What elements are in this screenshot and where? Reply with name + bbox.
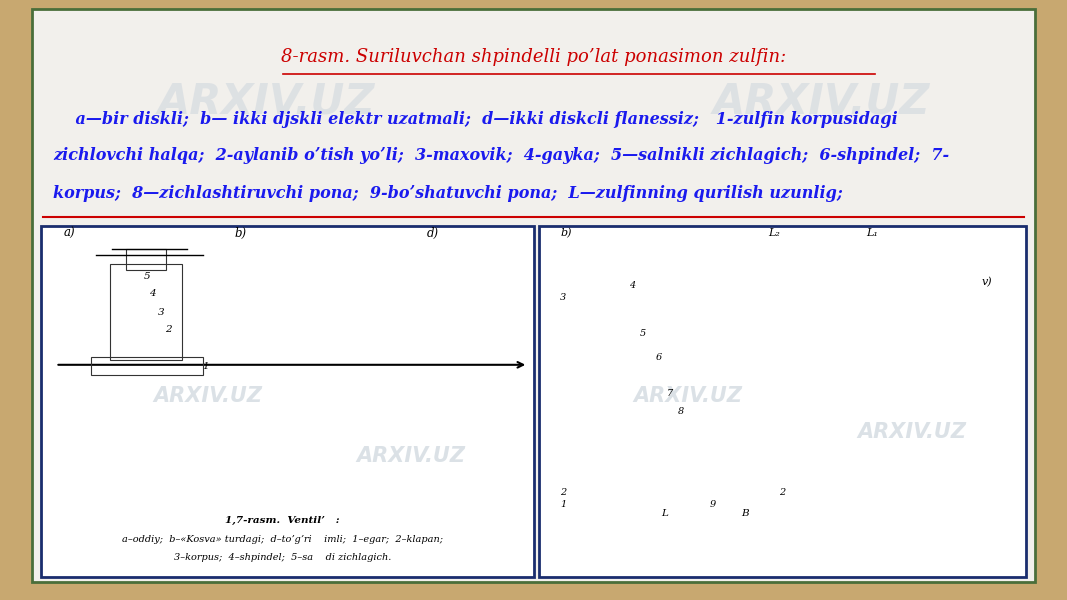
Text: 1: 1 (203, 362, 209, 371)
Text: 5: 5 (144, 272, 150, 281)
Text: L: L (662, 509, 668, 518)
Text: 2: 2 (560, 488, 567, 497)
Text: b): b) (560, 227, 572, 238)
Bar (126, 249, 166, 270)
Text: ARXIV.UZ: ARXIV.UZ (713, 81, 930, 123)
Text: L₂: L₂ (768, 228, 780, 238)
Text: 6: 6 (656, 353, 663, 362)
Text: zichlovchi halqa;  2-aylanib oʼtish yoʼli;  3-maxovik;  4-gayka;  5—salnikli zic: zichlovchi halqa; 2-aylanib oʼtish yoʼli… (53, 148, 950, 164)
Text: 2: 2 (779, 488, 785, 497)
Text: b): b) (235, 227, 246, 240)
Text: B: B (742, 509, 749, 518)
Bar (91, 357, 203, 375)
FancyBboxPatch shape (32, 9, 1035, 582)
Text: 3: 3 (158, 308, 164, 317)
FancyBboxPatch shape (41, 226, 534, 577)
Text: L₁: L₁ (866, 228, 878, 238)
Text: 1,7-rasm.  Ventilʼ   :: 1,7-rasm. Ventilʼ : (225, 516, 340, 525)
Text: ARXIV.UZ: ARXIV.UZ (154, 386, 262, 406)
Text: ARXIV.UZ: ARXIV.UZ (858, 422, 967, 442)
Text: ARXIV.UZ: ARXIV.UZ (634, 386, 743, 406)
Text: ARXIV.UZ: ARXIV.UZ (356, 446, 465, 466)
Text: 2: 2 (165, 325, 172, 334)
Text: 3–korpus;  4–shpindel;  5–sa    di zichlagich.: 3–korpus; 4–shpindel; 5–sa di zichlagich… (174, 553, 392, 562)
Text: d): d) (427, 227, 439, 240)
Text: 4: 4 (149, 289, 156, 298)
Text: 4: 4 (630, 281, 636, 290)
Text: a—bir diskli;  b— ikki djskli elektr uzatmali;  d—ikki diskcli flanessiz;   1-zu: a—bir diskli; b— ikki djskli elektr uzat… (53, 112, 898, 128)
Text: korpus;  8—zichlashtiruvchi pona;  9-boʼshatuvchi pona;  L—zulfinning qurilish u: korpus; 8—zichlashtiruvchi pona; 9-boʼsh… (53, 185, 843, 202)
FancyBboxPatch shape (539, 226, 1026, 577)
Text: 8-rasm. Suriluvchan shpindelli po’lat ponasimon zulfin:: 8-rasm. Suriluvchan shpindelli po’lat po… (281, 48, 786, 66)
Text: v): v) (982, 277, 992, 287)
Text: 8: 8 (678, 407, 684, 416)
Text: a): a) (64, 227, 76, 240)
Text: 5: 5 (640, 329, 647, 338)
Text: 7: 7 (667, 389, 673, 398)
Text: 9: 9 (710, 500, 716, 509)
Bar (110, 264, 182, 360)
Text: ARXIV.UZ: ARXIV.UZ (158, 81, 376, 123)
Text: 1: 1 (560, 500, 567, 509)
Text: 3: 3 (560, 293, 567, 302)
Text: a–oddiy;  b–«Kosva» turdagi;  d–toʼgʼri    imli;  1–egar;  2–klapan;: a–oddiy; b–«Kosva» turdagi; d–toʼgʼri im… (123, 535, 443, 544)
